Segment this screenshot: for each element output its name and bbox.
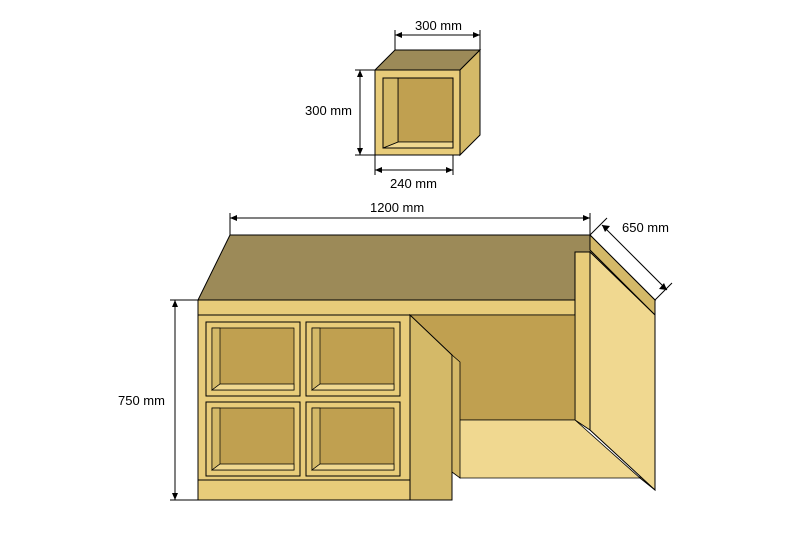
dim-desk-width-label: 1200 mm xyxy=(370,200,424,215)
desk-strut xyxy=(452,355,460,478)
furniture-diagram: 300 mm 300 mm 240 mm xyxy=(0,0,800,533)
small-cube: 300 mm 300 mm 240 mm xyxy=(305,18,480,191)
dim-cube-height: 300 mm xyxy=(305,70,375,155)
pedestal-kick xyxy=(198,480,410,500)
cube-inner-back xyxy=(398,78,453,142)
dim-cube-depth: 240 mm xyxy=(375,155,453,191)
desk: 1200 mm 650 mm 750 mm xyxy=(118,200,672,500)
dim-desk-height-label: 750 mm xyxy=(118,393,165,408)
dim-desk-width: 1200 mm xyxy=(230,200,590,235)
dim-cube-height-label: 300 mm xyxy=(305,103,352,118)
cubby-2-2 xyxy=(306,402,400,476)
cube-inner-left xyxy=(383,78,398,148)
dim-cube-depth-label: 240 mm xyxy=(390,176,437,191)
dim-desk-depth-label: 650 mm xyxy=(622,220,669,235)
cubby-1-1 xyxy=(206,322,300,396)
cubby-1-2 xyxy=(306,322,400,396)
dim-cube-width: 300 mm xyxy=(395,18,480,50)
cubby-2-1 xyxy=(206,402,300,476)
dim-desk-height: 750 mm xyxy=(118,300,198,500)
dim-cube-width-label: 300 mm xyxy=(415,18,462,33)
desk-right-leg-front xyxy=(575,252,590,430)
